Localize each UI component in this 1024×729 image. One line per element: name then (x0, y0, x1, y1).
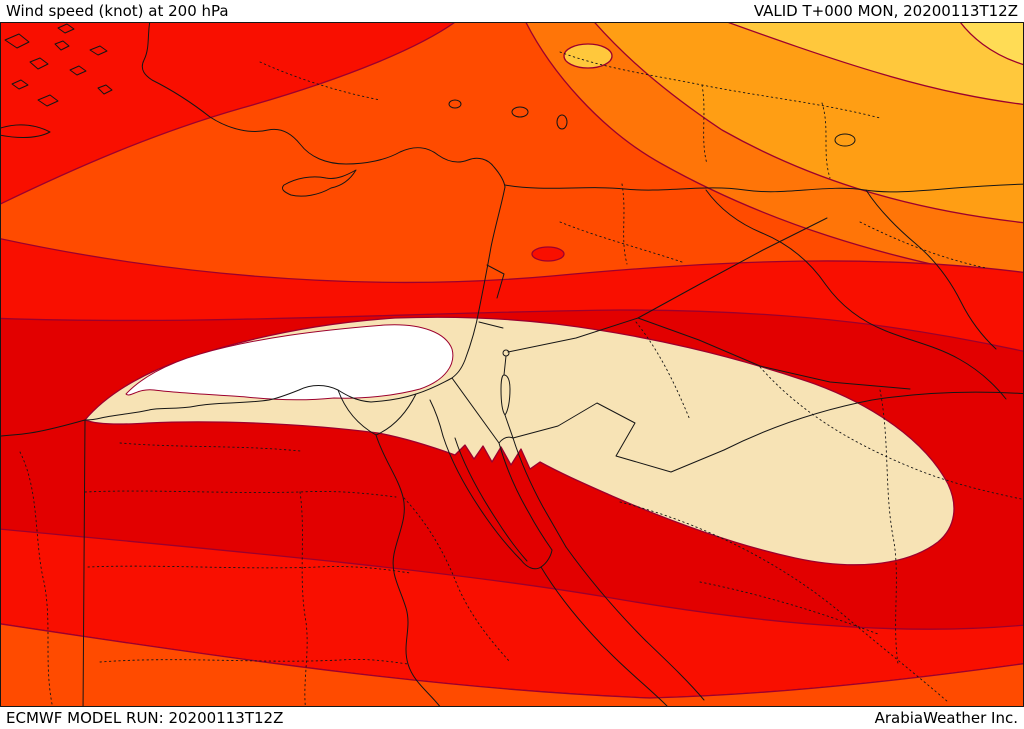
admin-boundaries-dotted (19, 51, 1024, 707)
model-run-label: ECMWF MODEL RUN: 20200113T12Z (6, 709, 284, 727)
map-title: Wind speed (knot) at 200 hPa (6, 2, 229, 20)
euphrates-tigris-rivers (705, 189, 1007, 400)
map-canvas (0, 22, 1024, 707)
band-bright-yellow-corner (959, 22, 1024, 66)
band-white-jet-core (125, 324, 454, 401)
aegean-islands (0, 23, 113, 138)
band-red-northwest (0, 22, 457, 205)
wind-speed-bands (0, 22, 1024, 707)
header-bar: Wind speed (knot) at 200 hPa VALID T+000… (0, 0, 1024, 22)
mediterranean-coastline (0, 22, 506, 437)
brand-label: ArabiaWeather Inc. (874, 709, 1018, 727)
band-yellow-pocket (563, 43, 613, 69)
band-red-pocket (531, 246, 565, 262)
valid-time-label: VALID T+000 MON, 20200113T12Z (753, 2, 1018, 20)
anatolian-lakes (448, 99, 856, 147)
cyprus-island (281, 169, 357, 197)
red-sea-coastline (429, 399, 705, 707)
country-borders (82, 183, 1024, 707)
nile-river (337, 389, 441, 707)
band-orange-red-south (0, 623, 1024, 707)
band-yellow-northeast (725, 22, 1024, 106)
footer-bar: ECMWF MODEL RUN: 20200113T12Z ArabiaWeat… (0, 707, 1024, 729)
wind-map-svg (0, 22, 1024, 707)
